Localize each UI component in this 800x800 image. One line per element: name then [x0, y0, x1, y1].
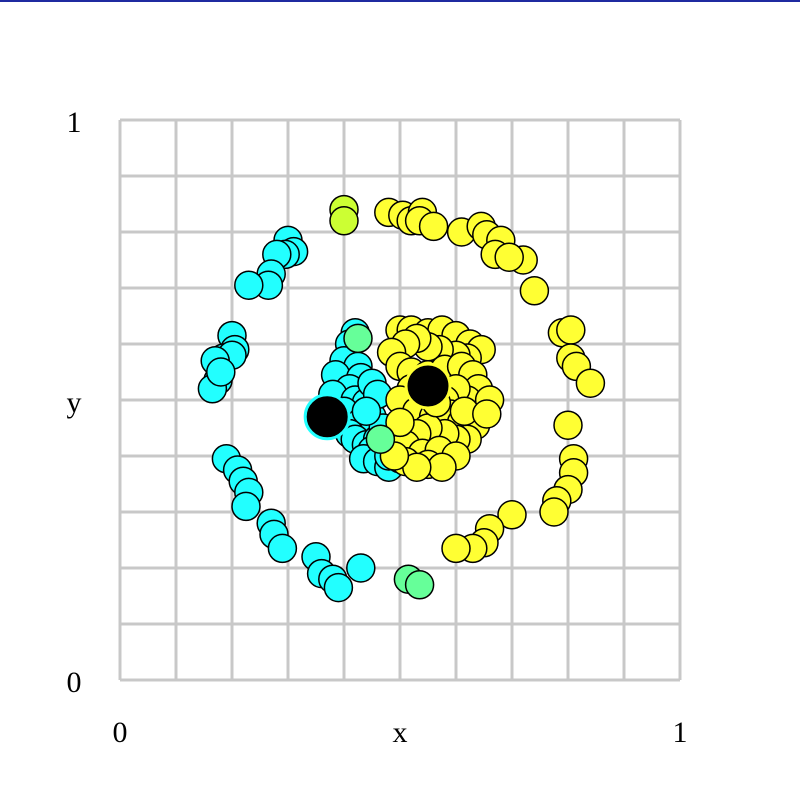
y-tick-label-bottom: 0: [67, 666, 82, 699]
data-point-yellow: [539, 497, 569, 527]
data-point-green: [343, 323, 373, 354]
data-point-yellow: [519, 276, 550, 306]
data-point-cyan: [323, 572, 354, 603]
data-point-green: [404, 570, 435, 600]
x-axis-label: x: [393, 716, 408, 749]
data-point-cyan: [234, 270, 264, 300]
data-point-cyan: [231, 491, 261, 522]
data-point-cyan: [206, 357, 236, 387]
data-point-yellow: [497, 500, 527, 530]
data-point-lime: [329, 206, 359, 236]
data-point-yellow: [472, 399, 502, 429]
data-point-green: [365, 424, 396, 454]
data-point-yellow: [385, 407, 415, 438]
data-point-yellow: [553, 410, 583, 440]
centroid-marker: [404, 362, 452, 410]
data-point-yellow: [494, 242, 524, 272]
data-point-yellow: [427, 452, 457, 482]
axis-labels: 1 0 y 0 x 1: [67, 106, 688, 749]
centroids: [303, 362, 452, 441]
x-tick-label-right: 1: [673, 716, 688, 749]
data-point-yellow: [556, 315, 586, 345]
data-point-cyan: [267, 533, 298, 564]
top-border-line: [0, 0, 800, 2]
data-point-cyan: [351, 396, 382, 426]
data-point-cyan: [346, 553, 376, 583]
y-tick-label-top: 1: [67, 106, 82, 139]
data-point-yellow: [575, 368, 606, 398]
data-point-yellow: [441, 533, 471, 564]
x-tick-label-left: 0: [113, 716, 128, 749]
centroid-marker: [303, 393, 351, 441]
y-axis-label: y: [67, 386, 82, 419]
data-points: [197, 194, 606, 603]
data-point-yellow: [418, 211, 449, 242]
